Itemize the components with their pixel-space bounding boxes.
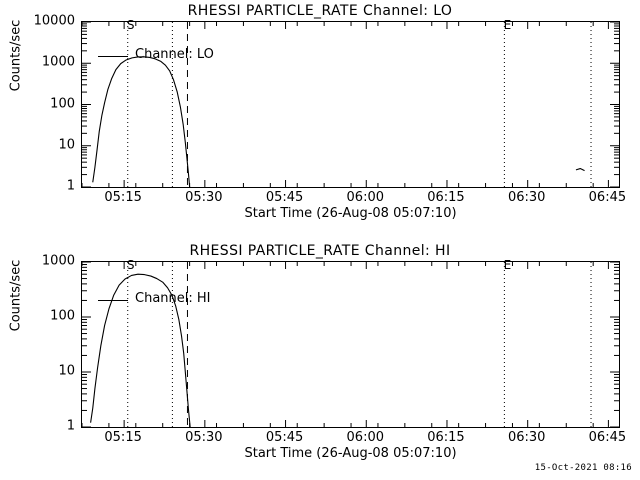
legend-label: Channel: HI [135, 291, 211, 306]
marker-label-s: S [126, 258, 135, 272]
marker-label-s: S [126, 18, 135, 32]
y-tick-label: 10 [58, 363, 75, 379]
panel-channel-hi: RHESSI PARTICLE_RATE Channel: HI Counts/… [0, 240, 640, 480]
y-tick-labels-lo: 10000 1000 100 10 1 [0, 0, 78, 194]
legend-line [98, 300, 128, 301]
x-tick-label: 05:30 [185, 190, 223, 205]
legend-label: Channel: LO [135, 47, 214, 62]
y-tick-label: 100 [50, 96, 75, 111]
panel-channel-lo: RHESSI PARTICLE_RATE Channel: LO Counts/… [0, 0, 627, 221]
data-curve [90, 273, 191, 427]
x-tick-label: 05:45 [265, 430, 304, 445]
data-curve [575, 168, 585, 172]
plot-canvas-hi [82, 262, 619, 427]
panel-title-lo: RHESSI PARTICLE_RATE Channel: LO [187, 3, 453, 19]
marker-label-e: E [503, 18, 512, 32]
y-tick-label: 10 [58, 137, 75, 153]
x-tick-label: 06:45 [588, 190, 627, 205]
y-tick-label: 1000 [41, 253, 75, 269]
panel-title-hi: RHESSI PARTICLE_RATE Channel: HI [189, 243, 451, 259]
plot-canvas-lo [82, 22, 619, 187]
y-tick-label: 1 [66, 178, 75, 194]
y-tick-label: 1 [66, 418, 75, 434]
x-tick-label: 05:15 [104, 190, 142, 205]
x-tick-label: 05:30 [185, 430, 223, 445]
x-tick-label: 06:15 [427, 430, 465, 445]
y-tick-label: 1000 [41, 54, 75, 70]
x-axis-label-lo: Start Time (26-Aug-08 05:07:10) [244, 206, 457, 221]
y-tick-label: 100 [50, 308, 75, 324]
x-tick-label: 06:15 [427, 190, 465, 205]
render-timestamp: 15-Oct-2021 08:16 [534, 463, 632, 473]
x-tick-label: 05:45 [265, 190, 304, 205]
y-tick-labels-hi: 1000 100 10 1 [0, 240, 78, 434]
plot-frame-hi [81, 261, 620, 428]
y-tick-label: 10000 [33, 13, 75, 29]
plot-frame-lo [81, 21, 620, 188]
legend-line [98, 56, 128, 57]
x-tick-label: 06:45 [588, 430, 627, 445]
marker-label-e: E [503, 258, 512, 272]
x-tick-label: 06:00 [346, 190, 384, 205]
x-tick-label: 06:30 [507, 190, 546, 205]
x-tick-label: 05:15 [104, 430, 142, 445]
x-tick-label: 06:30 [507, 430, 546, 445]
x-axis-label-hi: Start Time (26-Aug-08 05:07:10) [244, 446, 457, 461]
data-curve [92, 56, 191, 187]
x-tick-label: 06:00 [346, 430, 384, 445]
